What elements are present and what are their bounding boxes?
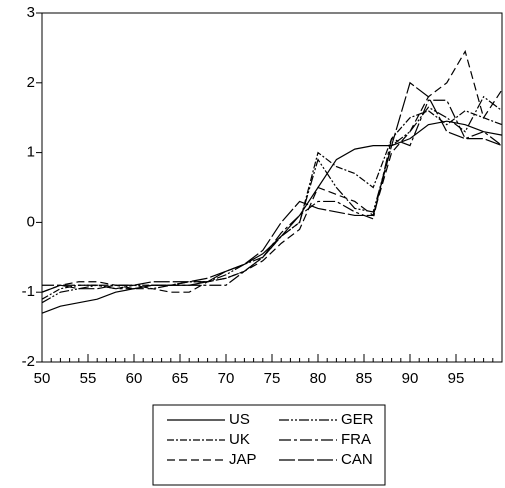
legend-label: CAN <box>341 451 373 468</box>
legend-label: JAP <box>229 451 257 468</box>
series-line <box>41 49 503 293</box>
x-tick-label: 55 <box>80 370 97 387</box>
y-tick-label: 0 <box>27 213 35 230</box>
y-tick-label: -2 <box>22 353 35 370</box>
x-tick-label: 75 <box>264 370 281 387</box>
y-tick-label: 3 <box>27 4 35 21</box>
plot-frame <box>41 12 503 363</box>
x-tick-label: 90 <box>402 370 419 387</box>
x-tick-label: 70 <box>218 370 235 387</box>
series-line <box>41 110 503 300</box>
legend-label: FRA <box>341 431 371 448</box>
series-line <box>42 99 503 290</box>
x-tick-label: 65 <box>172 370 189 387</box>
x-tick-label: 60 <box>126 370 143 387</box>
x-tick-label: 50 <box>34 370 51 387</box>
legend-label: US <box>229 411 250 428</box>
legend-label: GER <box>341 411 374 428</box>
y-tick-label: 2 <box>27 74 35 91</box>
legend-box <box>152 404 386 486</box>
y-tick-label: 1 <box>27 144 35 161</box>
series-line <box>41 81 503 293</box>
y-tick-label: -1 <box>22 283 35 300</box>
x-tick-label: 80 <box>310 370 327 387</box>
series-line <box>41 120 503 314</box>
x-tick-label: 85 <box>356 370 373 387</box>
x-tick-label: 95 <box>448 370 465 387</box>
legend-label: UK <box>229 431 250 448</box>
series-line <box>41 95 503 304</box>
